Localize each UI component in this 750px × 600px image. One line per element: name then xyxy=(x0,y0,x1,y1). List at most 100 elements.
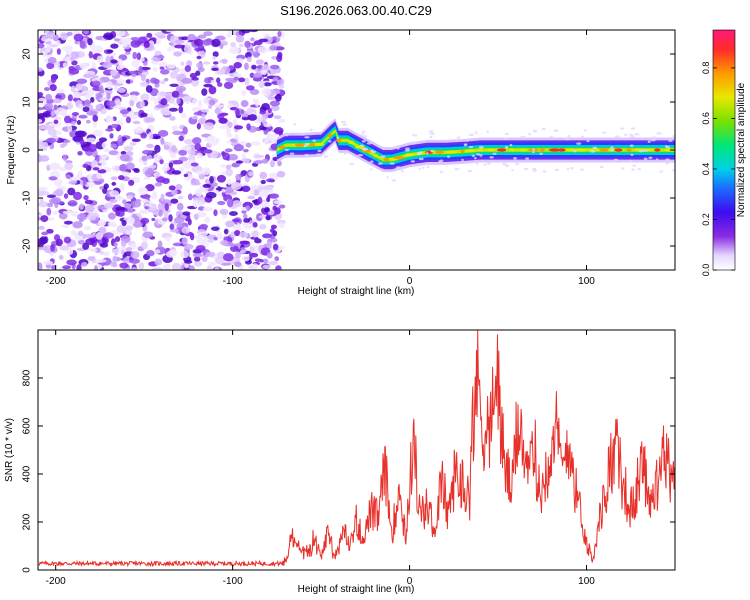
noise-blob xyxy=(181,145,192,151)
ridge-halo xyxy=(579,168,585,171)
noise-blob xyxy=(77,230,84,237)
ridge-halo xyxy=(539,152,543,156)
noise-blob xyxy=(187,150,196,156)
noise-blob xyxy=(270,133,278,138)
ridge-halo xyxy=(634,133,640,136)
noise-blob xyxy=(129,141,137,147)
noise-blob xyxy=(233,125,244,130)
noise-blob xyxy=(217,82,223,87)
noise-blob xyxy=(153,153,160,162)
noise-blob xyxy=(43,87,50,92)
noise-blob xyxy=(245,205,250,210)
noise-blob xyxy=(169,223,175,230)
noise-blob xyxy=(189,265,195,270)
noise-blob xyxy=(196,55,202,60)
noise-blob xyxy=(60,108,68,117)
noise-blob xyxy=(119,153,130,162)
noise-blob xyxy=(141,241,148,250)
noise-blob xyxy=(85,238,96,246)
noise-blob xyxy=(193,256,201,262)
ridge-halo xyxy=(628,133,634,137)
colorbar-tick-label: 0.8 xyxy=(701,62,711,75)
snr-y-tick-label: 400 xyxy=(22,465,33,482)
ridge-halo xyxy=(336,136,340,139)
noise-blob xyxy=(189,72,198,79)
noise-blob xyxy=(178,105,184,114)
noise-blob xyxy=(83,225,92,231)
noise-blob xyxy=(67,248,74,255)
ridge-halo xyxy=(629,144,634,147)
noise-blob xyxy=(233,62,242,69)
noise-blob xyxy=(208,261,216,267)
noise-blob xyxy=(219,240,229,246)
noise-blob xyxy=(39,47,50,55)
noise-blob xyxy=(154,50,162,57)
snr-y-axis-label: SNR (10 * v/v) xyxy=(4,418,15,482)
noise-blob xyxy=(211,226,220,231)
noise-blob xyxy=(130,267,138,270)
noise-blob xyxy=(183,45,192,54)
noise-blob xyxy=(194,143,202,151)
noise-blob xyxy=(68,180,77,185)
noise-blob xyxy=(227,121,233,128)
noise-blob xyxy=(46,31,56,40)
noise-blob xyxy=(226,133,233,138)
noise-blob xyxy=(110,123,118,129)
noise-blob xyxy=(255,59,264,65)
noise-blob xyxy=(121,171,130,176)
noise-blob xyxy=(144,117,156,123)
ridge-halo xyxy=(659,170,663,173)
noise-blob xyxy=(235,160,244,164)
heatmap-x-tick-label: 0 xyxy=(407,276,413,287)
ridge-halo xyxy=(553,129,559,132)
snr-y-tick-label: 0 xyxy=(22,567,33,573)
noise-blob xyxy=(174,39,185,44)
noise-blob xyxy=(182,211,191,216)
noise-blob xyxy=(231,200,243,208)
noise-blob xyxy=(95,259,107,263)
ridge-halo xyxy=(583,129,587,132)
noise-blob xyxy=(62,62,68,68)
noise-blob xyxy=(166,64,176,69)
noise-blob xyxy=(213,61,219,65)
noise-blob xyxy=(193,38,204,47)
noise-blob xyxy=(58,167,67,172)
noise-blob xyxy=(75,83,83,90)
noise-blob xyxy=(203,77,213,84)
ridge-halo xyxy=(475,162,479,165)
snr-frame xyxy=(37,329,676,571)
noise-blob xyxy=(70,121,77,125)
noise-blob xyxy=(46,44,51,53)
ridge-halo xyxy=(549,135,554,139)
noise-blob xyxy=(260,188,269,196)
noise-blob xyxy=(111,248,123,255)
noise-blob xyxy=(79,40,86,49)
noise-blob xyxy=(221,58,228,64)
colorbar-tick-label: 0.2 xyxy=(701,213,711,226)
heatmap-y-tick-label: -10 xyxy=(22,190,33,205)
noise-blob xyxy=(230,181,242,191)
noise-blob xyxy=(139,100,145,108)
noise-blob xyxy=(123,202,132,209)
noise-blob xyxy=(46,62,55,70)
snr-y-tick-label: 200 xyxy=(22,513,33,530)
noise-blob xyxy=(273,127,284,135)
noise-blob xyxy=(40,215,49,223)
noise-blob xyxy=(279,84,285,89)
noise-blob xyxy=(141,155,148,162)
noise-blob xyxy=(262,258,269,264)
heatmap-y-tick-label: -20 xyxy=(22,238,33,253)
snr-x-tick-label: 100 xyxy=(578,576,595,587)
noise-blob xyxy=(226,199,234,208)
noise-blob xyxy=(178,87,184,96)
ridge-peak xyxy=(626,148,632,152)
noise-blob xyxy=(182,126,188,135)
noise-blob xyxy=(225,168,233,177)
noise-blob xyxy=(102,62,112,69)
noise-blob xyxy=(157,202,166,211)
ridge-halo xyxy=(620,127,625,130)
noise-blob xyxy=(53,119,59,125)
noise-blob xyxy=(78,103,84,110)
noise-blob xyxy=(182,95,192,102)
noise-blob xyxy=(116,78,125,84)
